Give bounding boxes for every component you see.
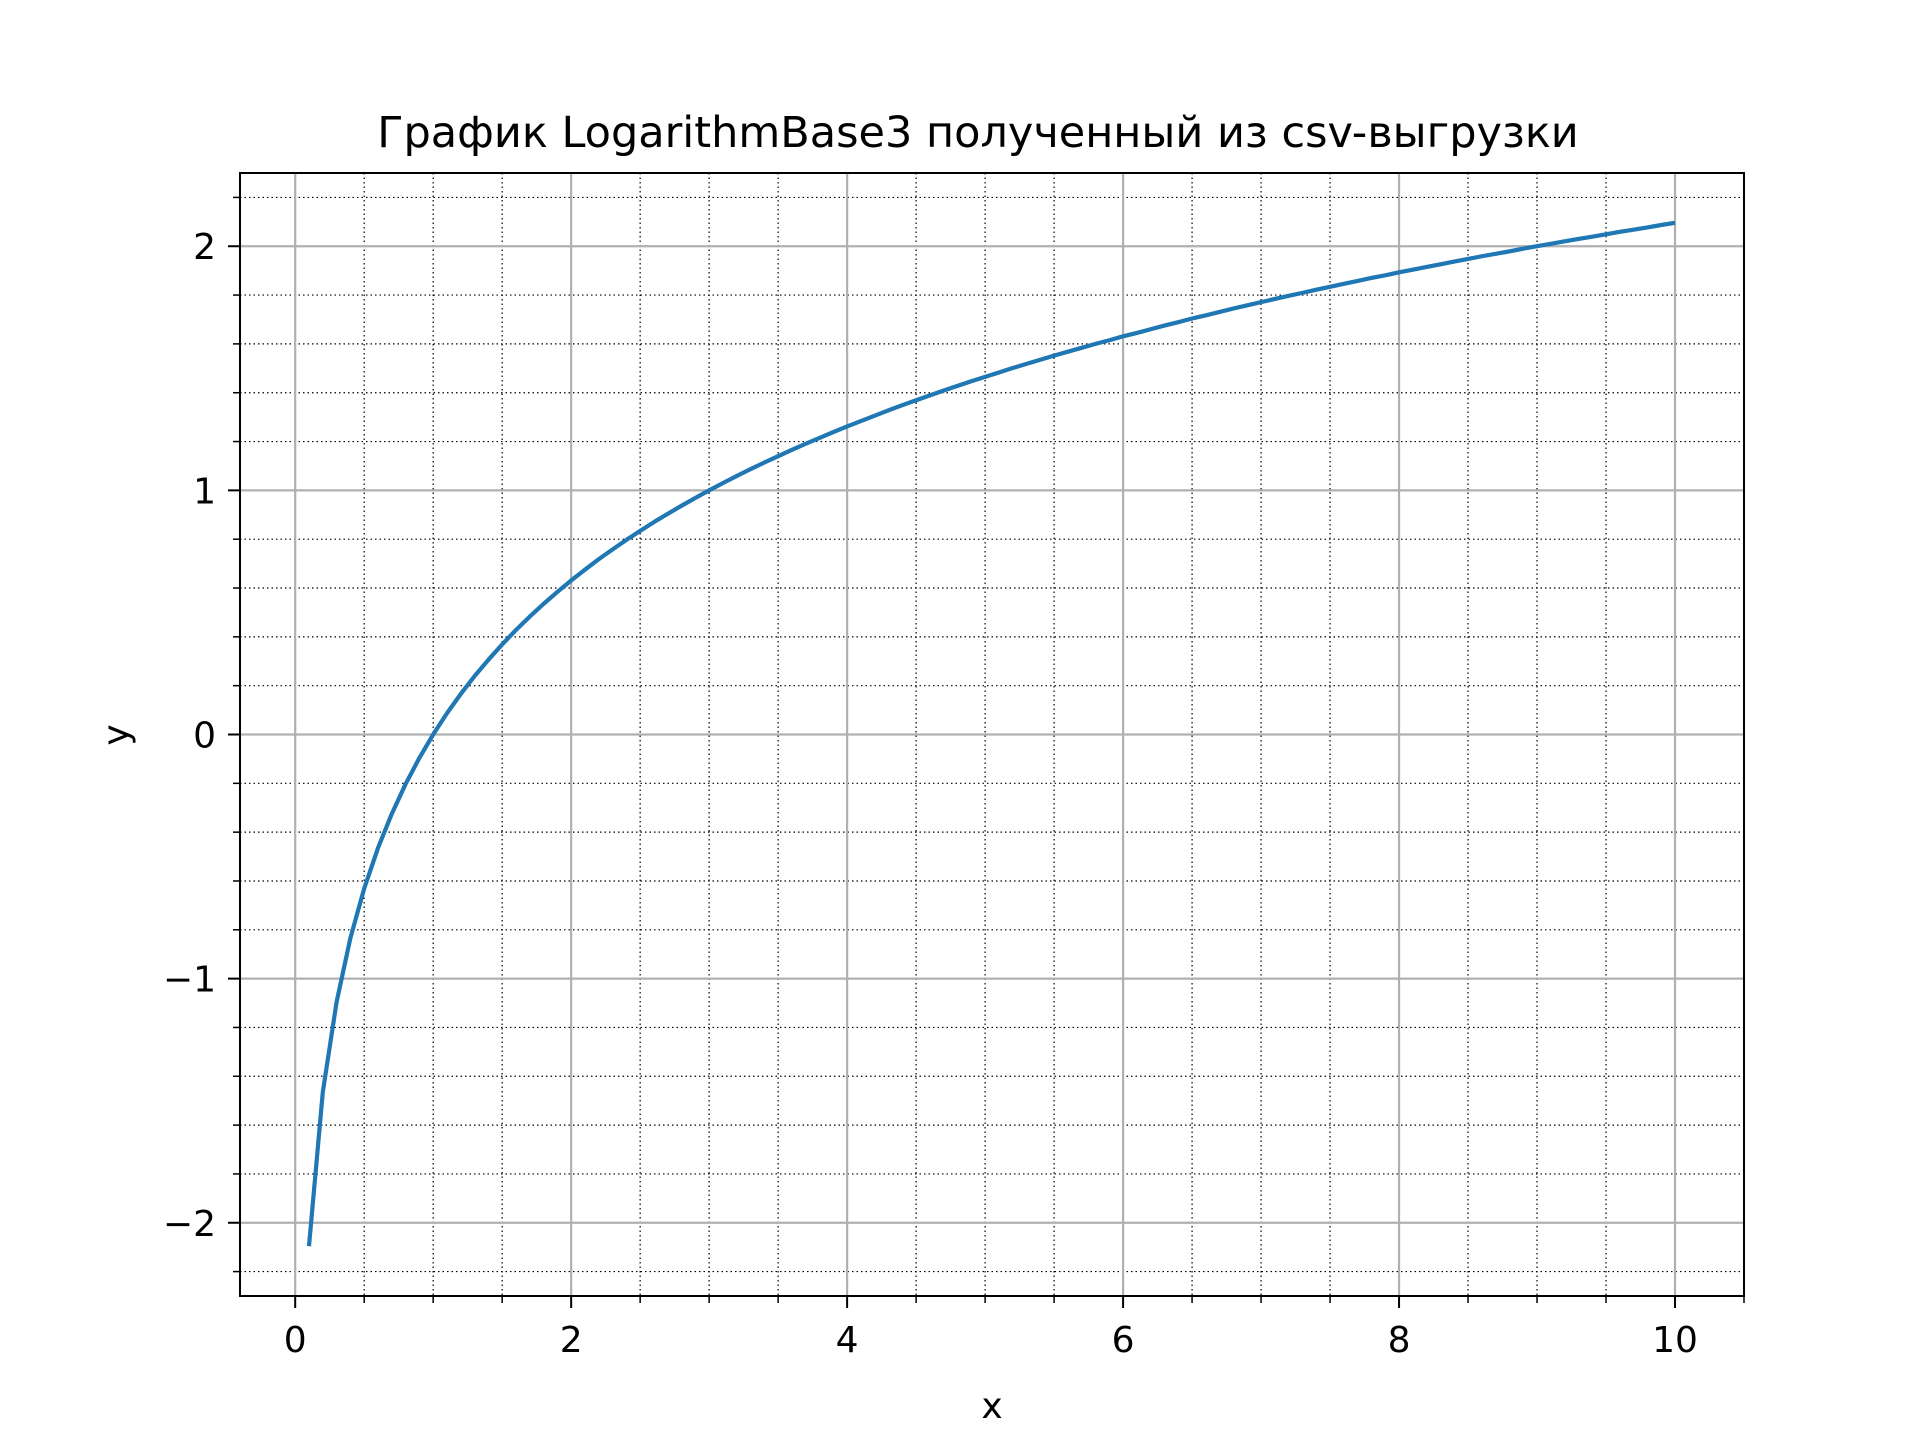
chart-title: График LogarithmBase3 полученный из csv-…: [377, 108, 1578, 158]
x-axis-label: x: [981, 1386, 1002, 1427]
y-tick-label: −1: [163, 960, 216, 1001]
x-axis-ticks: 0 2 4 6 8 10: [284, 1296, 1745, 1361]
x-tick-label: 10: [1652, 1320, 1698, 1361]
x-tick-label: 8: [1388, 1320, 1411, 1361]
x-tick-label: 4: [836, 1320, 859, 1361]
y-axis-label: y: [96, 724, 137, 745]
x-tick-label: 6: [1112, 1320, 1135, 1361]
y-tick-label: −2: [163, 1204, 216, 1245]
x-tick-label: 2: [560, 1320, 583, 1361]
y-axis-ticks: −2 −1 0 1 2: [163, 196, 240, 1273]
series-line-0: [306, 220, 1676, 1247]
x-tick-label: 0: [284, 1320, 307, 1361]
y-tick-label: 0: [193, 716, 216, 757]
y-tick-label: 2: [193, 227, 216, 268]
major-grid: [240, 173, 1744, 1296]
y-tick-label: 1: [193, 471, 216, 512]
series-layer: [306, 220, 1676, 1247]
minor-grid: [240, 173, 1745, 1296]
